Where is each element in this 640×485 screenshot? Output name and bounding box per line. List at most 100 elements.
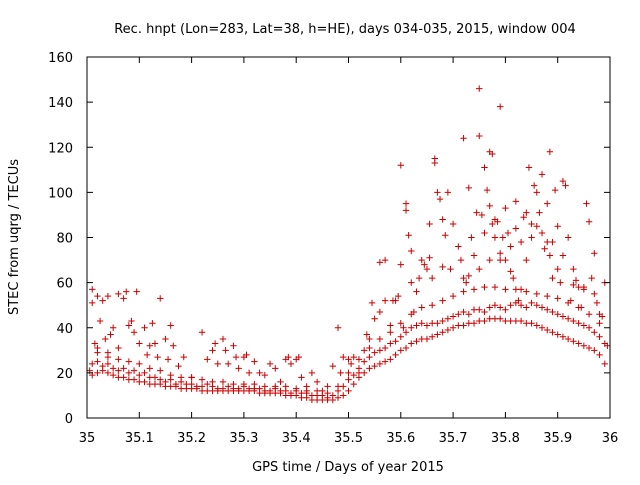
data-point	[591, 329, 598, 336]
data-point	[204, 380, 211, 388]
data-point	[408, 279, 415, 286]
data-point	[109, 324, 117, 331]
data-point	[436, 195, 444, 203]
data-point	[530, 182, 538, 189]
data-point	[91, 340, 99, 347]
data-point	[423, 322, 431, 329]
data-point	[481, 317, 488, 325]
data-point	[496, 315, 504, 322]
data-point	[366, 344, 373, 352]
data-point	[517, 238, 525, 246]
data-point	[596, 351, 603, 359]
data-point	[319, 392, 326, 399]
data-point	[481, 164, 488, 171]
data-point	[313, 387, 321, 395]
data-point	[293, 385, 300, 392]
data-point	[204, 356, 211, 363]
data-point	[481, 308, 488, 316]
data-point	[164, 356, 172, 363]
data-point	[496, 304, 504, 311]
data-point	[512, 299, 520, 307]
data-point	[89, 360, 96, 368]
data-point	[538, 304, 546, 311]
data-point	[261, 383, 269, 390]
data-point	[115, 344, 122, 352]
data-point	[96, 317, 104, 325]
data-point	[209, 378, 216, 386]
axis-ticks: 35 35.1 35.2 35.3 35.4 35.5 35.6 35.7 35.8 35.9 36…	[48, 51, 618, 446]
data-point	[94, 358, 101, 365]
data-point	[460, 308, 467, 316]
plot-frame	[86, 56, 611, 419]
data-point	[444, 189, 452, 196]
data-point	[591, 290, 598, 298]
data-point	[366, 353, 373, 361]
data-point	[211, 340, 219, 347]
data-point	[287, 389, 295, 397]
data-point	[575, 340, 582, 347]
data-point	[360, 369, 368, 377]
data-point	[222, 347, 229, 354]
data-point	[486, 202, 493, 210]
data-point	[408, 324, 415, 331]
data-point	[510, 274, 517, 282]
data-point	[444, 326, 452, 334]
data-point	[601, 340, 608, 347]
data-point	[308, 369, 316, 377]
data-point	[94, 292, 101, 300]
data-point	[528, 320, 535, 327]
data-point	[489, 220, 496, 228]
data-point	[470, 320, 478, 327]
data-point	[371, 362, 378, 370]
data-point	[423, 335, 431, 343]
data-point	[130, 329, 138, 336]
data-point	[235, 365, 242, 372]
y-tick-label: 160	[48, 51, 73, 66]
data-point	[525, 164, 533, 171]
data-point	[481, 229, 488, 237]
data-point	[337, 369, 344, 377]
data-point	[340, 353, 347, 361]
data-point	[387, 322, 394, 329]
data-point	[502, 256, 509, 264]
data-point	[89, 299, 96, 307]
data-point	[287, 360, 295, 368]
data-point	[434, 331, 441, 338]
data-point	[549, 274, 556, 282]
data-point	[439, 216, 446, 223]
data-point	[345, 356, 352, 363]
data-point	[402, 329, 410, 336]
data-point	[162, 335, 169, 343]
data-point	[533, 189, 540, 196]
data-point	[167, 371, 174, 379]
data-point	[345, 387, 352, 395]
data-point	[413, 338, 420, 345]
data-point	[549, 308, 556, 316]
data-point	[251, 380, 258, 388]
data-point	[483, 186, 491, 194]
data-point	[188, 380, 195, 388]
data-point	[376, 347, 384, 354]
data-point	[397, 333, 404, 340]
data-point	[496, 103, 504, 110]
data-point	[172, 380, 180, 388]
data-point	[415, 274, 423, 282]
data-point	[491, 234, 499, 241]
data-point	[188, 374, 195, 381]
data-point	[486, 304, 493, 311]
data-point	[104, 369, 112, 377]
data-point	[133, 288, 140, 295]
data-point	[478, 211, 486, 219]
data-point	[376, 308, 384, 316]
data-point	[559, 177, 567, 185]
data-point	[146, 342, 153, 349]
data-point	[544, 306, 551, 313]
data-point	[431, 159, 438, 167]
data-point	[544, 238, 551, 246]
data-point	[549, 329, 556, 336]
x-tick-label: 36	[602, 431, 619, 446]
data-point	[486, 256, 493, 264]
data-point	[198, 329, 206, 336]
data-point	[559, 333, 567, 340]
data-point	[408, 247, 415, 255]
